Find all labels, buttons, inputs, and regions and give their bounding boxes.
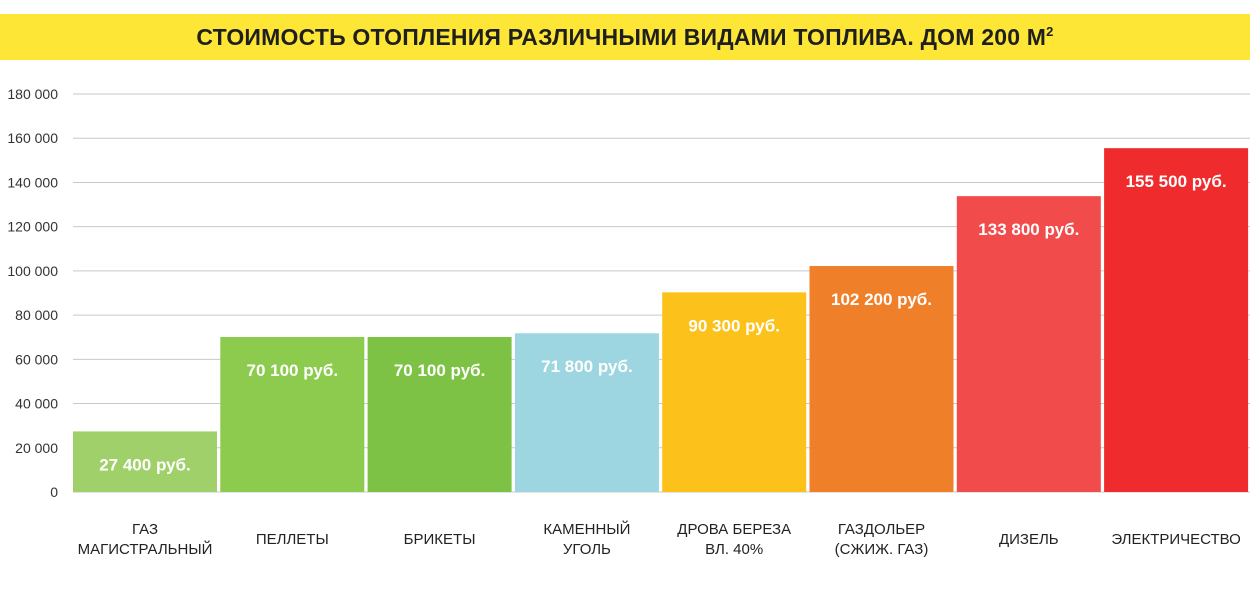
data-label: 155 500 руб. [1126,172,1227,191]
data-label: 90 300 руб. [688,316,780,335]
y-tick-label: 180 000 [7,86,58,102]
bar [662,292,807,492]
chart-title-text: СТОИМОСТЬ ОТОПЛЕНИЯ РАЗЛИЧНЫМИ ВИДАМИ ТО… [196,23,1047,50]
bar [809,266,954,492]
y-tick-label: 140 000 [7,174,58,190]
data-labels: 27 400 руб. 70 100 руб. 70 100 руб. 71 800 … [99,172,1226,474]
data-label: 71 800 руб. [541,357,633,376]
x-tick-label: ЭЛЕКТРИЧЕСТВО [1111,531,1241,548]
y-tick-label: 60 000 [15,351,58,367]
chart-title: СТОИМОСТЬ ОТОПЛЕНИЯ РАЗЛИЧНЫМИ ВИДАМИ ТО… [196,24,1053,51]
x-tick-label: КАМЕННЫЙ [543,520,630,538]
x-axis-ticks: ГАЗ МАГИСТРАЛЬНЫЙ ПЕЛЛЕТЫ БРИКЕТЫ КАМЕННЫЙ УГ… [78,520,1241,558]
bar [220,337,365,492]
x-tick-label: ДИЗЕЛЬ [999,531,1059,548]
x-tick-label: ГАЗ [132,521,158,538]
data-label: 70 100 руб. [394,361,486,380]
x-tick-label: БРИКЕТЫ [404,531,476,548]
x-tick-label: ПЕЛЛЕТЫ [256,531,329,548]
x-tick-label: ГАЗДОЛЬЕР [838,521,925,538]
y-tick-label: 0 [50,484,58,500]
data-label: 133 800 руб. [978,220,1079,239]
y-axis-ticks: 0 20 000 40 000 60 000 80 000 100 000 120 000 1… [7,86,58,500]
data-label: 27 400 руб. [99,455,191,474]
bar [956,196,1101,493]
chart-title-superscript: 2 [1046,23,1054,39]
y-tick-label: 80 000 [15,307,58,323]
x-tick-label: ВЛ. 40% [705,541,763,558]
bar [514,333,659,492]
data-label: 102 200 руб. [831,290,932,309]
bar [1104,148,1249,492]
bar [367,337,512,492]
bar [73,431,217,492]
x-tick-label: (СЖИЖ. ГАЗ) [835,541,929,558]
x-tick-label: ДРОВА БЕРЕЗА [677,521,791,538]
data-label: 70 100 руб. [247,361,339,380]
y-tick-label: 160 000 [7,130,58,146]
y-tick-label: 120 000 [7,219,58,235]
y-tick-label: 100 000 [7,263,58,279]
y-tick-label: 40 000 [15,396,58,412]
bars [73,148,1249,493]
x-tick-label: МАГИСТРАЛЬНЫЙ [78,540,213,558]
y-tick-label: 20 000 [15,440,58,456]
title-banner: СТОИМОСТЬ ОТОПЛЕНИЯ РАЗЛИЧНЫМИ ВИДАМИ ТО… [0,14,1250,60]
x-tick-label: УГОЛЬ [563,541,611,558]
